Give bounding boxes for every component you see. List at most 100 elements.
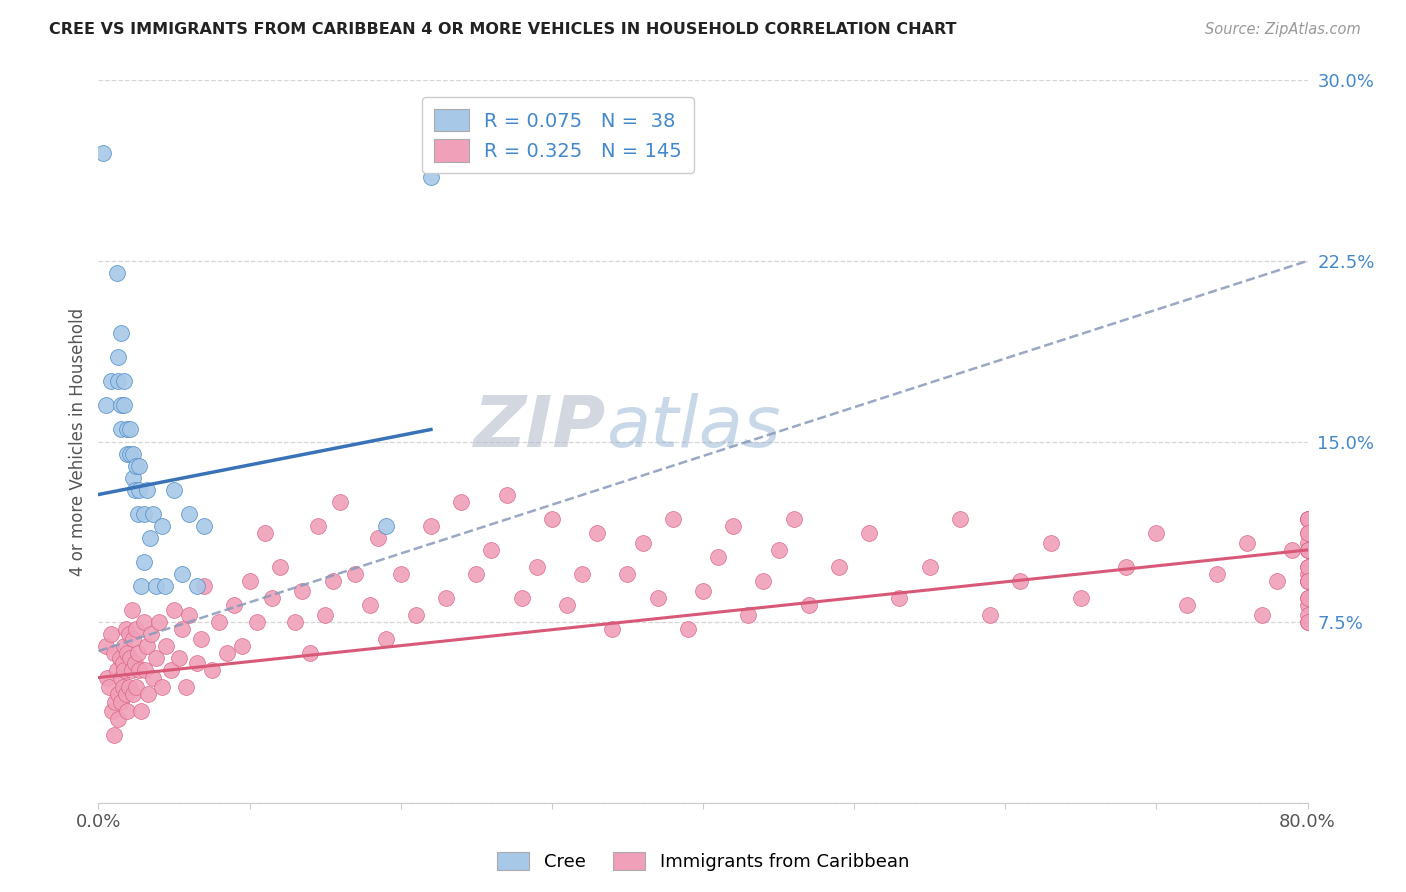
Point (186, 656, 208, 670)
Point (1115, 559, 1137, 574)
Point (94, 398, 117, 412)
Point (434, 591, 457, 605)
Point (692, 583, 714, 598)
Point (1296, 526, 1319, 541)
Point (125, 623, 148, 637)
Text: CREE VS IMMIGRANTS FROM CARIBBEAN 4 OR MORE VEHICLES IN HOUSEHOLD CORRELATION CH: CREE VS IMMIGRANTS FROM CARIBBEAN 4 OR M… (49, 22, 956, 37)
Point (647, 591, 669, 605)
Point (186, 579, 208, 593)
Point (145, 651, 167, 665)
Point (110, 671, 132, 685)
Point (179, 607, 201, 622)
Point (163, 483, 186, 497)
Point (224, 599, 246, 613)
Point (141, 627, 163, 641)
Point (150, 680, 173, 694)
Point (150, 518, 173, 533)
Point (91, 145, 114, 160)
Point (586, 526, 609, 541)
Point (129, 579, 152, 593)
Point (1267, 574, 1289, 589)
Point (707, 550, 730, 565)
Point (135, 483, 157, 497)
Point (1039, 535, 1062, 549)
Point (322, 574, 344, 589)
Point (115, 704, 138, 718)
Point (1070, 591, 1092, 605)
Point (167, 651, 190, 665)
Point (160, 664, 183, 678)
Point (253, 526, 276, 541)
Point (1296, 542, 1319, 557)
Point (374, 632, 396, 646)
Point (631, 535, 654, 549)
Point (122, 446, 145, 460)
Point (114, 687, 136, 701)
Point (1010, 574, 1032, 589)
Text: atlas: atlas (606, 392, 780, 461)
Point (1296, 535, 1319, 549)
Point (1296, 591, 1319, 605)
Point (103, 728, 125, 742)
Point (481, 542, 503, 557)
Point (103, 647, 125, 661)
Point (100, 374, 122, 388)
Point (122, 687, 145, 701)
Point (121, 603, 143, 617)
Point (132, 507, 155, 521)
Point (231, 639, 253, 653)
Point (132, 615, 155, 630)
Point (1296, 511, 1319, 525)
Point (136, 687, 159, 701)
Point (163, 603, 186, 617)
Point (949, 511, 972, 525)
Point (797, 599, 820, 613)
Point (1296, 615, 1319, 630)
Point (132, 555, 155, 569)
Point (174, 680, 197, 694)
Point (124, 483, 146, 497)
Point (105, 266, 128, 280)
Point (676, 623, 699, 637)
Point (1296, 574, 1319, 589)
Point (737, 607, 759, 622)
Text: Source: ZipAtlas.com: Source: ZipAtlas.com (1205, 22, 1361, 37)
Point (858, 526, 880, 541)
Point (450, 494, 472, 508)
Point (420, 169, 443, 184)
Point (329, 494, 352, 508)
Point (127, 647, 149, 661)
Point (526, 559, 548, 574)
Point (112, 664, 135, 678)
Point (148, 615, 170, 630)
Point (752, 574, 775, 589)
Point (1296, 574, 1319, 589)
Point (114, 623, 136, 637)
Point (1296, 526, 1319, 541)
Point (128, 483, 150, 497)
Point (122, 470, 145, 484)
Point (828, 559, 851, 574)
Point (979, 607, 1001, 622)
Point (616, 567, 638, 582)
Point (108, 651, 131, 665)
Point (360, 599, 382, 613)
Point (269, 559, 291, 574)
Point (246, 615, 269, 630)
Point (127, 507, 149, 521)
Point (783, 511, 806, 525)
Point (107, 687, 129, 701)
Point (170, 623, 193, 637)
Point (115, 647, 138, 661)
Point (208, 615, 231, 630)
Point (1296, 559, 1319, 574)
Point (139, 531, 162, 545)
Point (1296, 559, 1319, 574)
Point (142, 671, 165, 685)
Point (153, 579, 176, 593)
Point (420, 518, 443, 533)
Point (170, 567, 193, 582)
Point (96, 671, 118, 685)
Text: ZIP: ZIP (474, 392, 606, 461)
Point (215, 647, 238, 661)
